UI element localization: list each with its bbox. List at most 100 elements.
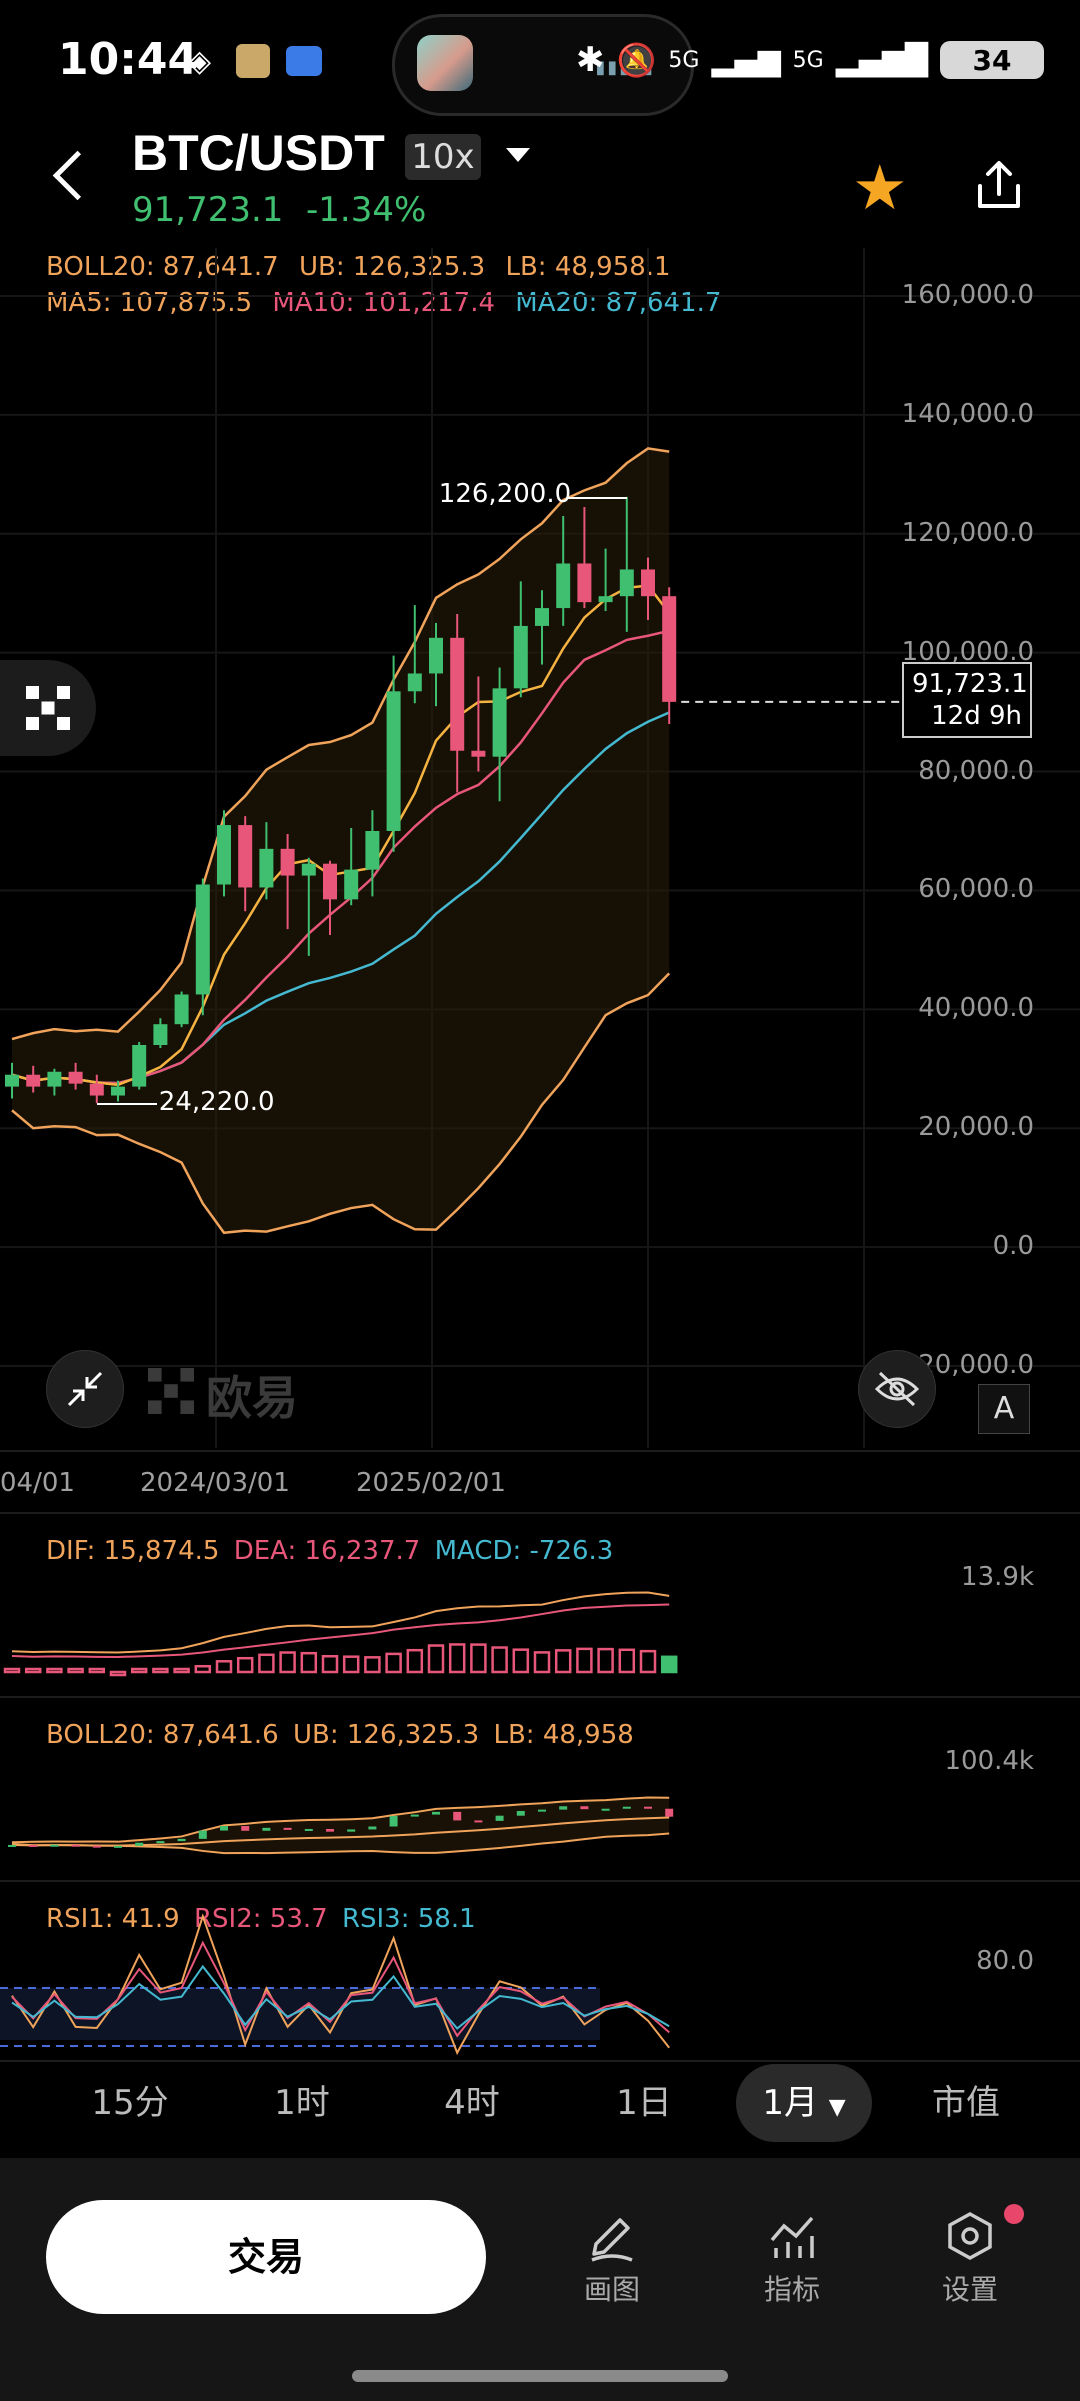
candle — [662, 587, 677, 724]
back-icon[interactable] — [52, 150, 103, 201]
dea-line — [11, 1603, 670, 1658]
macd-bar — [470, 1643, 487, 1674]
okx-logo-icon — [148, 1368, 194, 1414]
price-chart[interactable] — [0, 248, 1080, 1448]
boll-value: BOLL20: 87,641.7 — [46, 252, 279, 282]
candle — [153, 1018, 168, 1048]
collapse-chart-button[interactable] — [46, 1350, 124, 1428]
candle — [26, 1065, 41, 1093]
tab-1m[interactable]: 1月 ▼ — [736, 2064, 872, 2142]
boll-lb: LB: 48,958.1 — [505, 252, 671, 282]
tab-1m-label: 1月 — [762, 2083, 818, 2123]
indicators-label: 指标 — [763, 2273, 820, 2306]
settings-button[interactable]: 设置 — [910, 2210, 1030, 2308]
macd-bar — [660, 1655, 678, 1674]
leverage-badge[interactable]: 10x — [405, 134, 481, 180]
candle — [280, 833, 295, 930]
boll-sub-candles — [8, 1806, 674, 1848]
date-label-2: 2024/03/01 — [140, 1468, 290, 1498]
macd-bar — [597, 1647, 614, 1674]
macd-legend: DIF: 15,874.5 DEA: 16,237.7 MACD: -726.3 — [46, 1536, 613, 1566]
boll-legend: BOLL20: 87,641.7 UB: 126,325.3 LB: 48,95… — [46, 252, 671, 282]
media-thumbnail — [417, 35, 473, 91]
draw-label: 画图 — [583, 2273, 640, 2306]
rsi-axis-label: 80.0 — [976, 1946, 1034, 1976]
ma10-value: MA10: 101,217.4 — [272, 288, 496, 318]
boll-sub-candle — [474, 1820, 483, 1823]
candle-body — [111, 1086, 125, 1096]
price-axis-label: 160,000.0 — [901, 280, 1034, 310]
candles — [5, 496, 677, 1104]
divider — [0, 1512, 1080, 1514]
macd-chart — [3, 1591, 678, 1677]
boll-sub-upper — [11, 1796, 670, 1844]
settings-label: 设置 — [941, 2273, 998, 2306]
candle-body — [344, 869, 359, 900]
tab-4h[interactable]: 4时 — [444, 2083, 500, 2123]
bluetooth-icon: ✱ — [576, 40, 605, 80]
candle — [195, 878, 210, 1016]
favorite-star-icon[interactable]: ★ — [852, 151, 908, 224]
rsi2-line — [11, 1940, 670, 2038]
tab-1d[interactable]: 1日 — [616, 2083, 672, 2123]
rsi2-value: RSI2: 53.7 — [193, 1904, 328, 1934]
boll-sub-candle — [644, 1806, 652, 1809]
tab-1h[interactable]: 1时 — [274, 2083, 330, 2123]
macd-bar — [194, 1664, 212, 1674]
dynamic-island[interactable]: ▮▮▮▮▮ — [392, 14, 694, 116]
boll-sub-lb: LB: 48,958 — [493, 1720, 634, 1750]
chart-tools-button[interactable] — [0, 660, 96, 756]
boll-sub-candle — [71, 1844, 80, 1847]
macd-bar — [109, 1670, 127, 1677]
candle — [513, 581, 528, 698]
macd-bar — [491, 1646, 508, 1674]
boll-sub-candle — [516, 1810, 525, 1816]
draw-button[interactable]: 画图 — [552, 2210, 672, 2308]
candle — [407, 605, 422, 704]
dea-value: DEA: 16,237.7 — [233, 1536, 421, 1566]
price-axis-label: 20,000.0 — [918, 1112, 1034, 1143]
macd-histogram — [3, 1643, 678, 1677]
pair-title[interactable]: BTC/USDT — [132, 125, 385, 181]
candle — [5, 1062, 19, 1099]
tab-market-cap[interactable]: 市值 — [932, 2083, 1000, 2123]
home-indicator[interactable] — [352, 2370, 728, 2382]
status-bar: 10:44 ◈ ▮▮▮▮▮ ✱ 🔕 5G ▂▄▆ 5G ▂▄▆█ 34 — [0, 0, 1080, 125]
ma-legend: MA5: 107,875.5 MA10: 101,217.4 MA20: 87,… — [46, 288, 721, 318]
divider — [0, 1450, 1080, 1452]
macd-bar — [46, 1667, 63, 1674]
auto-scale-button[interactable]: A — [978, 1384, 1030, 1434]
macd-bar — [533, 1651, 551, 1674]
candle-body — [619, 569, 634, 597]
macd-bar — [618, 1648, 636, 1674]
macd-bar — [173, 1667, 190, 1674]
trade-button[interactable]: 交易 — [46, 2200, 486, 2314]
indicators-button[interactable]: 指标 — [732, 2210, 852, 2308]
boll-sub-candle — [347, 1829, 356, 1832]
macd-bar — [67, 1667, 84, 1674]
shrink-icon — [67, 1371, 103, 1407]
candle — [577, 507, 592, 609]
share-icon[interactable] — [972, 158, 1026, 212]
caret-down-icon: ▼ — [828, 2095, 846, 2120]
rsi-legend: RSI1: 41.9 RSI2: 53.7 RSI3: 58.1 — [46, 1904, 476, 1934]
boll-sub-candle — [114, 1845, 122, 1848]
boll-sub-candle — [665, 1808, 674, 1817]
watermark-text: 欧易 — [206, 1371, 298, 1425]
candle-body — [407, 673, 422, 692]
candle — [598, 548, 613, 612]
audio-wave-icon: ▮▮▮▮▮ — [595, 57, 655, 78]
candle-body — [386, 691, 401, 831]
candle-body — [238, 825, 253, 888]
hide-indicators-button[interactable] — [858, 1350, 936, 1428]
macd-bar — [258, 1653, 275, 1674]
candle-body — [577, 563, 592, 603]
macd-bar — [300, 1651, 318, 1674]
macd-bar — [152, 1667, 169, 1674]
boll-sub-candle — [601, 1808, 610, 1811]
last-price: 91,723.1 — [132, 190, 284, 230]
tab-15m[interactable]: 15分 — [91, 2083, 169, 2123]
chevron-down-icon[interactable] — [506, 148, 530, 162]
signal-5g-label-2: 5G — [792, 47, 824, 73]
candle-body — [450, 637, 465, 751]
